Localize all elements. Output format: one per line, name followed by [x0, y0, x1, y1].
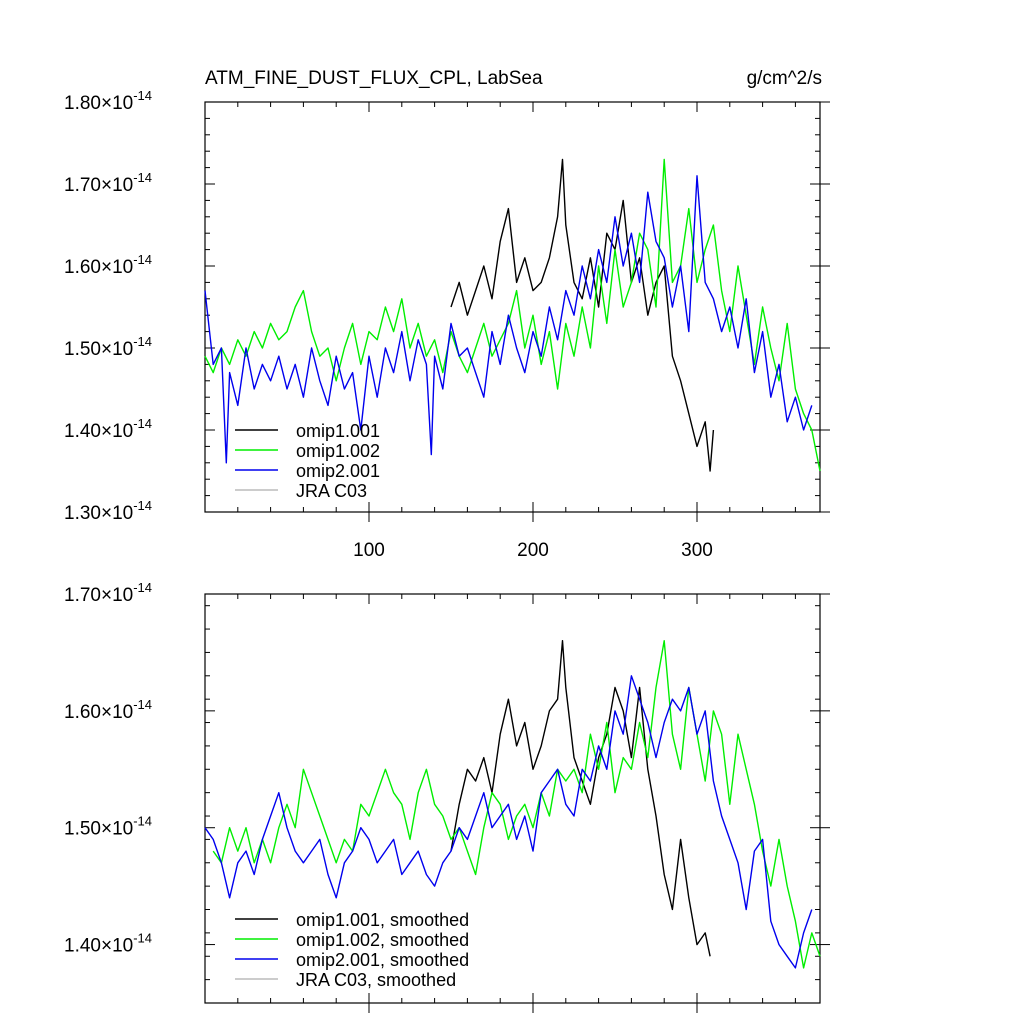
bottom-panel: 1.40×10-14 1.50×10-14 1.60×10-14 1.70×10-14… — [64, 580, 830, 1013]
x-tick-label: 300 — [681, 540, 713, 561]
chart-title: ATM_FINE_DUST_FLUX_CPL, LabSea — [205, 68, 543, 89]
units-label: g/cm^2/s — [747, 68, 822, 89]
y-tick-label: 1.30×10-14 — [64, 498, 152, 524]
legend-label: omip2.001, smoothed — [296, 950, 469, 970]
y-tick-label: 1.50×10-14 — [64, 334, 152, 360]
series-line-omip1-001 — [451, 641, 710, 957]
x-tick-label: 200 — [517, 540, 549, 561]
legend-label: omip2.001 — [296, 461, 380, 481]
series-line-omip2-001 — [205, 176, 812, 463]
top-panel: 100 200 300 1.30×10-14 1.40×10-14 1.50×10-14 1… — [64, 88, 830, 561]
y-tick-label: 1.70×10-14 — [64, 170, 152, 196]
legend-label: JRA C03, smoothed — [296, 970, 456, 990]
legend-label: omip1.002, smoothed — [296, 930, 469, 950]
y-tick-label: 1.40×10-14 — [64, 416, 152, 442]
y-tick-label: 1.70×10-14 — [64, 580, 152, 606]
y-tick-label: 1.40×10-14 — [64, 931, 152, 957]
series-line-omip1-001 — [451, 159, 713, 471]
legend-label: omip1.002 — [296, 441, 380, 461]
x-tick-label: 100 — [353, 540, 385, 561]
y-tick-label: 1.80×10-14 — [64, 88, 152, 114]
legend-label: JRA C03 — [296, 481, 367, 501]
chart-figure: ATM_FINE_DUST_FLUX_CPL, LabSea g/cm^2/s … — [0, 0, 1024, 1024]
y-tick-label: 1.60×10-14 — [64, 252, 152, 278]
legend-label: omip1.001 — [296, 421, 380, 441]
legend-label: omip1.001, smoothed — [296, 910, 469, 930]
y-tick-label: 1.50×10-14 — [64, 814, 152, 840]
y-tick-label: 1.60×10-14 — [64, 697, 152, 723]
